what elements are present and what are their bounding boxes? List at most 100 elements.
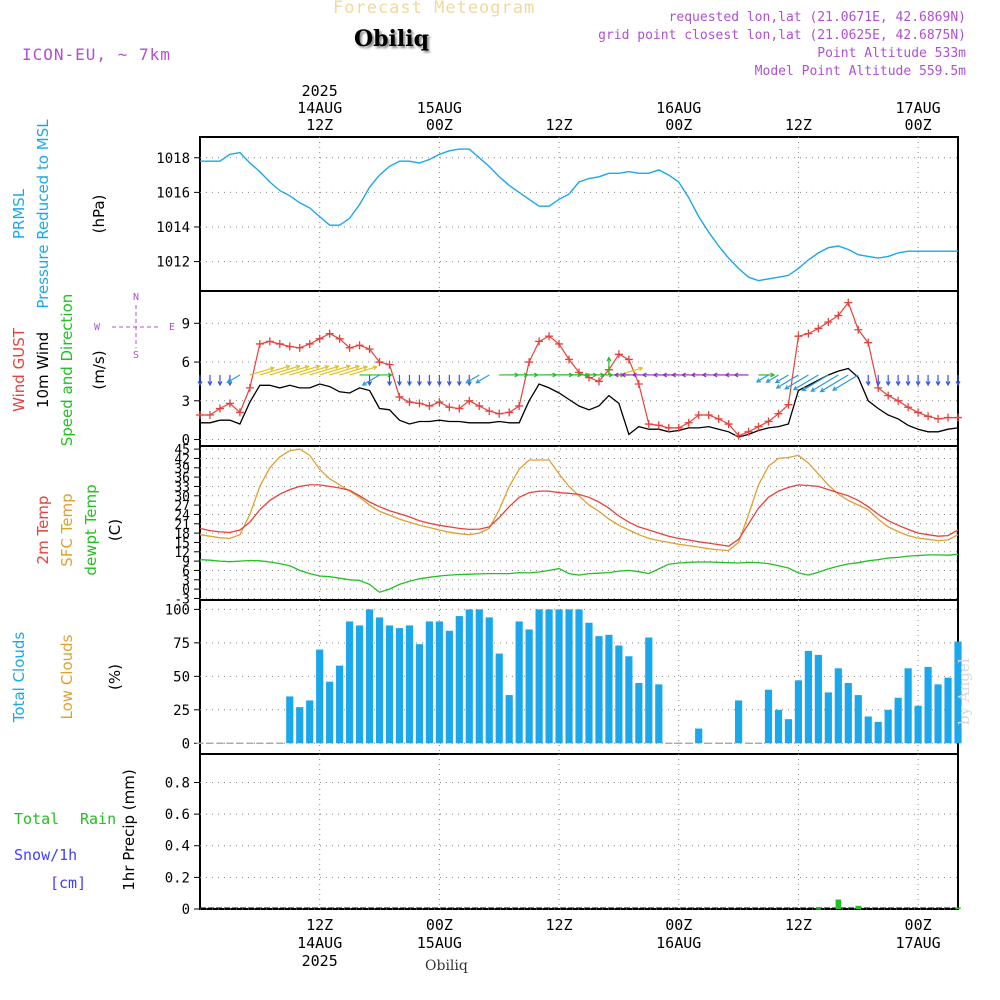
gust-point-marker xyxy=(265,337,274,346)
cloud-bar-total xyxy=(764,689,773,744)
bottom-time-label: 00Z xyxy=(905,916,932,934)
ytick-label: 50 xyxy=(173,669,190,685)
wind-arrowhead xyxy=(436,381,442,387)
gust-point-marker xyxy=(305,339,314,348)
cloud-bar-total xyxy=(365,609,374,744)
precip-ylabel: 1hr Precip (mm) xyxy=(120,769,138,890)
ytick-label: 12 xyxy=(174,546,190,561)
bottom-time-label: 00Z xyxy=(426,916,453,934)
cloud-bar-total xyxy=(824,692,832,744)
gust-point-marker xyxy=(954,413,962,422)
cloud-bar-total xyxy=(814,654,822,744)
gust-point-marker xyxy=(864,338,873,347)
clouds-unit: (%) xyxy=(106,664,124,690)
panel-frame-temp xyxy=(199,445,959,601)
gust-point-marker xyxy=(325,329,334,338)
gust-point-marker xyxy=(644,420,653,429)
wind-arrowhead xyxy=(426,381,432,387)
ytick-label: 21 xyxy=(174,518,190,533)
wind-arrowhead xyxy=(446,381,452,387)
series-dewpt-line xyxy=(199,553,959,593)
temp-unit: (C) xyxy=(106,519,124,541)
rain-bar xyxy=(955,907,961,909)
gust-point-marker xyxy=(774,409,783,418)
cloud-bar-total xyxy=(346,621,354,744)
ytick-label: 30 xyxy=(174,490,190,505)
gust-point-marker xyxy=(245,383,254,392)
cloud-bar-total xyxy=(415,644,424,744)
series-wind10m-line xyxy=(200,367,959,438)
wind-arrowhead xyxy=(465,378,471,384)
footer-location: Obiliq xyxy=(425,958,468,974)
cloud-bar-total xyxy=(326,681,334,744)
gust-point-marker xyxy=(275,339,284,348)
gust-point-marker xyxy=(355,341,364,350)
wind-arrowhead xyxy=(334,364,340,370)
wind-arrowhead xyxy=(724,372,730,378)
cloud-bar-total xyxy=(515,621,523,744)
cloud-bar-total xyxy=(615,645,623,744)
wind-arrowhead xyxy=(801,386,807,392)
wind-arrowhead xyxy=(875,381,881,387)
compass-s: S xyxy=(133,350,139,361)
wind-arrow xyxy=(618,367,643,376)
top-time-label: 2025 xyxy=(302,82,338,100)
wind-arrowhead xyxy=(905,381,911,387)
pressure-label-prmsl: PRMSL xyxy=(10,188,28,239)
series-sfc-temp-line xyxy=(199,448,959,552)
ytick-label: 6 xyxy=(182,355,190,371)
compass-e: E xyxy=(169,322,175,333)
wind-arrowhead xyxy=(638,366,644,372)
bottom-time-label: 12Z xyxy=(785,916,812,934)
gust-point-marker xyxy=(884,391,893,400)
cloud-bar-total xyxy=(495,653,503,744)
gust-point-marker xyxy=(834,311,843,320)
gust-point-marker xyxy=(545,332,554,341)
ytick-label: 3 xyxy=(182,394,190,410)
wind-arrow xyxy=(249,367,274,376)
wind-arrow xyxy=(319,365,351,376)
wind-arrowhead xyxy=(269,366,275,372)
credit-watermark: by Angel xyxy=(955,658,973,725)
top-time-label: 00Z xyxy=(426,116,453,134)
gust-point-marker xyxy=(315,334,324,343)
cloud-bar-total xyxy=(565,609,573,744)
cloud-bar-total xyxy=(934,684,942,744)
wind-arrowhead xyxy=(315,364,321,370)
chart-top-title: Forecast Meteogram xyxy=(333,0,536,18)
cloud-bar-total xyxy=(635,683,643,744)
gust-point-marker xyxy=(235,408,244,417)
ytick-label: 39 xyxy=(174,462,190,477)
wind-arrowhead xyxy=(895,381,901,387)
wind-arrow xyxy=(775,374,789,384)
wind-arrow xyxy=(832,374,859,391)
ytick-label: 33 xyxy=(174,480,190,495)
wind-arrowhead xyxy=(925,381,931,387)
gust-point-marker xyxy=(844,298,853,307)
cloud-bar-total xyxy=(784,719,793,744)
ytick-label: 42 xyxy=(174,452,190,467)
wind-label-10m: 10m Wind xyxy=(34,332,52,408)
gust-point-marker xyxy=(495,409,504,418)
cloud-bar-total xyxy=(734,700,743,744)
precip-legend-total: Total xyxy=(14,810,59,828)
cloud-bar-total xyxy=(834,668,842,744)
cloud-bar-total xyxy=(874,721,882,744)
requested-coords: requested lon,lat (21.0671E, 42.6869N) xyxy=(668,10,966,25)
wind-arrow xyxy=(362,374,380,386)
wind-arrowhead xyxy=(955,381,961,387)
ytick-label: 0 xyxy=(182,433,190,449)
wind-arrowhead xyxy=(613,372,619,378)
cloud-bar-total xyxy=(286,696,294,744)
wind-label-gust: Wind GUST xyxy=(10,327,28,412)
pressure-label-desc: Pressure Reduced to MSL xyxy=(34,119,52,309)
rain-bar xyxy=(815,908,822,910)
bottom-time-label: 14AUG xyxy=(297,934,342,952)
wind-arrowhead xyxy=(784,385,790,390)
wind-arrowhead xyxy=(690,372,696,378)
cloud-bar-total xyxy=(296,707,304,744)
bottom-time-label: 16AUG xyxy=(656,934,701,952)
gust-point-marker xyxy=(704,411,713,419)
wind-arrow xyxy=(309,365,339,376)
ytick-label: 45 xyxy=(174,443,190,458)
